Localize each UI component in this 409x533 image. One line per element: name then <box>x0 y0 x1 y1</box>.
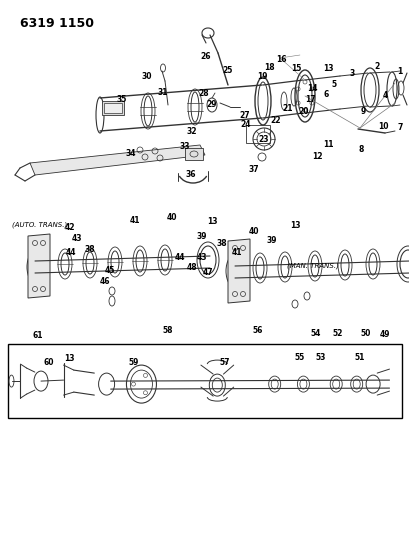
Text: 28: 28 <box>198 90 209 98</box>
Text: 46: 46 <box>99 277 110 286</box>
Text: 43: 43 <box>72 234 82 243</box>
Text: 44: 44 <box>66 248 76 257</box>
Text: 4: 4 <box>382 92 387 100</box>
Text: 12: 12 <box>312 152 322 161</box>
Polygon shape <box>227 239 249 303</box>
Text: 15: 15 <box>291 64 301 72</box>
Text: 19: 19 <box>256 72 267 81</box>
Text: 36: 36 <box>185 171 196 179</box>
Text: 60: 60 <box>44 359 54 367</box>
Text: 40: 40 <box>166 213 177 222</box>
Text: 38: 38 <box>84 245 94 254</box>
Text: 38: 38 <box>216 239 226 247</box>
Text: 51: 51 <box>353 353 364 361</box>
Text: 52: 52 <box>332 329 342 338</box>
Text: 39: 39 <box>265 237 276 245</box>
Text: 25: 25 <box>222 66 233 75</box>
Text: 6: 6 <box>323 91 328 99</box>
Text: 11: 11 <box>322 141 333 149</box>
Text: 27: 27 <box>238 111 249 119</box>
Text: 41: 41 <box>129 216 139 225</box>
Text: 17: 17 <box>305 95 315 103</box>
Text: 61: 61 <box>32 332 43 340</box>
Text: 29: 29 <box>206 100 216 109</box>
Text: 13: 13 <box>289 222 300 230</box>
Text: 50: 50 <box>360 329 370 338</box>
Text: 43: 43 <box>196 253 207 262</box>
Text: 18: 18 <box>264 63 274 71</box>
Text: 37: 37 <box>247 165 258 174</box>
Bar <box>245 125 270 143</box>
Text: 58: 58 <box>162 327 172 335</box>
Text: 5: 5 <box>331 80 336 88</box>
Text: 42: 42 <box>64 223 75 231</box>
Text: 53: 53 <box>315 353 325 361</box>
Bar <box>8 344 401 418</box>
Text: 2: 2 <box>374 62 379 70</box>
Text: 30: 30 <box>141 72 152 81</box>
Text: 10: 10 <box>377 123 388 131</box>
Text: 33: 33 <box>179 142 189 150</box>
Text: 8: 8 <box>357 145 363 154</box>
Text: 40: 40 <box>248 227 259 236</box>
Text: 16: 16 <box>275 55 286 64</box>
Text: 31: 31 <box>157 88 168 97</box>
Text: (AUTO. TRANS.): (AUTO. TRANS.) <box>12 222 67 228</box>
Text: 26: 26 <box>200 52 211 61</box>
Text: 13: 13 <box>322 64 333 72</box>
Text: 48: 48 <box>186 263 197 271</box>
Text: 23: 23 <box>258 135 269 144</box>
Text: 41: 41 <box>231 248 242 256</box>
Text: 14: 14 <box>306 84 317 93</box>
Text: 32: 32 <box>186 127 197 135</box>
Text: 35: 35 <box>116 95 126 103</box>
Text: 56: 56 <box>252 326 262 335</box>
Text: 6319 1150: 6319 1150 <box>20 17 94 30</box>
Text: 47: 47 <box>202 268 213 277</box>
Text: 55: 55 <box>294 353 303 361</box>
Text: 59: 59 <box>128 359 139 367</box>
Text: 1: 1 <box>396 68 401 76</box>
Text: 22: 22 <box>270 116 280 125</box>
Text: 9: 9 <box>360 108 364 116</box>
Text: 3: 3 <box>349 69 354 78</box>
Text: 45: 45 <box>104 266 115 275</box>
Text: 13: 13 <box>207 217 217 226</box>
Text: 39: 39 <box>196 232 207 241</box>
Text: 54: 54 <box>310 329 320 338</box>
Bar <box>102 101 124 115</box>
Text: (MAN. TRANS.): (MAN. TRANS.) <box>286 262 338 269</box>
Polygon shape <box>28 234 50 298</box>
Text: 34: 34 <box>125 149 135 158</box>
Text: 44: 44 <box>174 253 184 262</box>
Text: 24: 24 <box>239 120 250 129</box>
Bar <box>104 103 122 113</box>
Text: 7: 7 <box>396 124 402 132</box>
Bar <box>184 148 202 160</box>
Text: 57: 57 <box>219 359 229 367</box>
Text: 49: 49 <box>378 330 389 339</box>
Text: 13: 13 <box>64 354 75 363</box>
Polygon shape <box>30 145 204 175</box>
Text: 20: 20 <box>297 108 308 116</box>
Text: 21: 21 <box>282 104 292 113</box>
